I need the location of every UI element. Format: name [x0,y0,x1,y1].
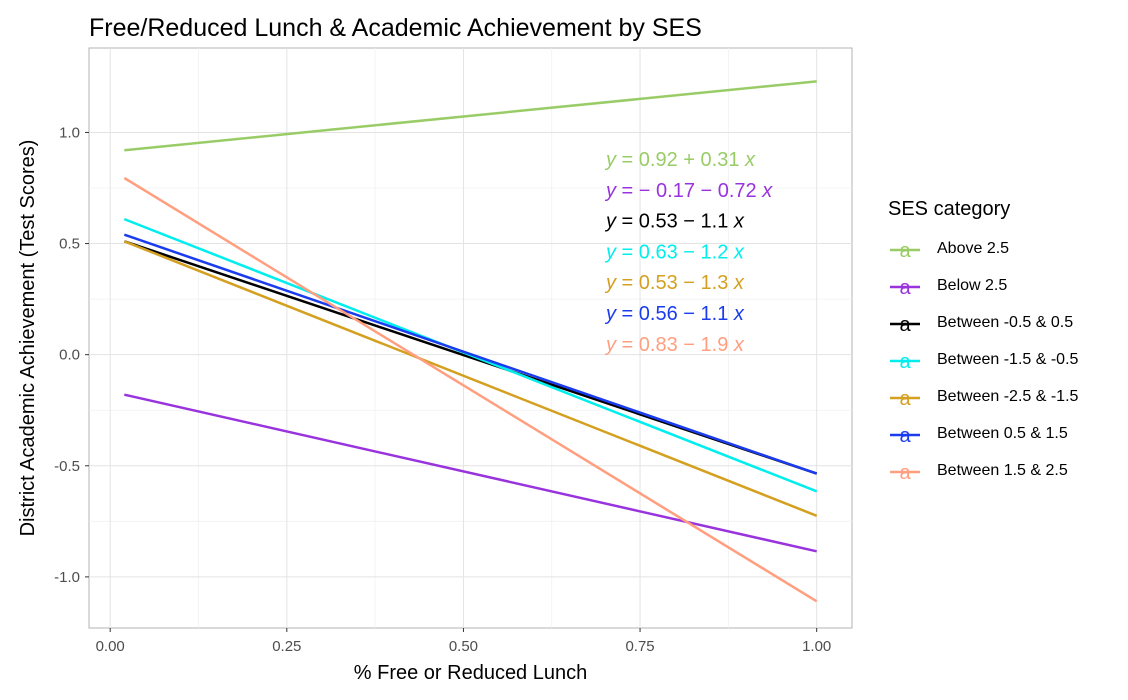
series-line [123,240,818,517]
x-tick-label: 0.75 [625,638,654,655]
grid-minor [89,48,852,628]
y-tick-label: -0.5 [54,458,80,475]
chart-title: Free/Reduced Lunch & Academic Achievemen… [89,14,702,42]
y-tick-label: 0.5 [59,236,80,253]
y-tick-label: -1.0 [54,569,80,586]
x-axis-title: % Free or Reduced Lunch [354,662,587,684]
equation-label: y = − 0.17 − 0.72 x [604,180,773,202]
legend-key-glyph: a [899,240,911,262]
legend-key-glyph: a [899,314,911,336]
y-axis-title: District Academic Achievement (Test Scor… [17,140,39,537]
legend-label: Between -0.5 & 0.5 [937,314,1073,331]
legend-item: a Below 2.5 [890,277,1007,299]
legend-key-glyph: a [899,277,911,299]
equation-label: y = 0.53 − 1.3 x [604,272,745,294]
legend-label: Between 1.5 & 2.5 [937,462,1068,479]
legend-label: Above 2.5 [937,240,1009,257]
legend-key-glyph: a [899,388,911,410]
legend-label: Between -1.5 & -0.5 [937,351,1079,368]
x-tick-label: 1.00 [802,638,831,655]
equation-label: y = 0.92 + 0.31 x [604,149,756,171]
legend-item: a Between -0.5 & 0.5 [890,314,1073,336]
series-line [123,233,818,475]
legend-key-glyph: a [899,351,911,373]
equation-label: y = 0.53 − 1.1 x [604,211,745,233]
legend-key-glyph: a [899,462,911,484]
x-tick-label: 0.00 [96,638,125,655]
legend-item: a Between 1.5 & 2.5 [890,462,1068,484]
y-axis: -1.0 -0.5 0.0 0.5 1.0 [54,124,89,586]
legend-item: a Between -2.5 & -1.5 [890,388,1079,410]
x-axis: 0.00 0.25 0.50 0.75 1.00 [96,628,831,655]
series-line [124,80,817,152]
legend-label: Between -2.5 & -1.5 [937,388,1079,405]
grid-major [89,48,852,628]
series-line [124,393,817,553]
legend: SES category a Above 2.5 a Below 2.5 a Betwee… [888,198,1079,484]
y-tick-label: 0.0 [59,347,80,364]
legend-title: SES category [888,198,1010,220]
y-tick-label: 1.0 [59,124,80,141]
x-tick-label: 0.25 [272,638,301,655]
x-tick-label: 0.50 [449,638,478,655]
equation-label: y = 0.63 − 1.2 x [604,241,745,263]
series-lines [123,80,818,603]
legend-item: a Between -1.5 & -0.5 [890,351,1079,373]
equation-label: y = 0.83 − 1.9 x [604,334,745,356]
legend-item: a Above 2.5 [890,240,1009,262]
series-line [123,176,818,603]
legend-item: a Between 0.5 & 1.5 [890,425,1068,447]
equation-labels: y = 0.92 + 0.31 x y = − 0.17 − 0.72 x y = … [604,149,773,356]
legend-key-glyph: a [899,425,911,447]
equation-label: y = 0.56 − 1.1 x [604,303,745,325]
legend-label: Between 0.5 & 1.5 [937,425,1068,442]
legend-label: Below 2.5 [937,277,1007,294]
